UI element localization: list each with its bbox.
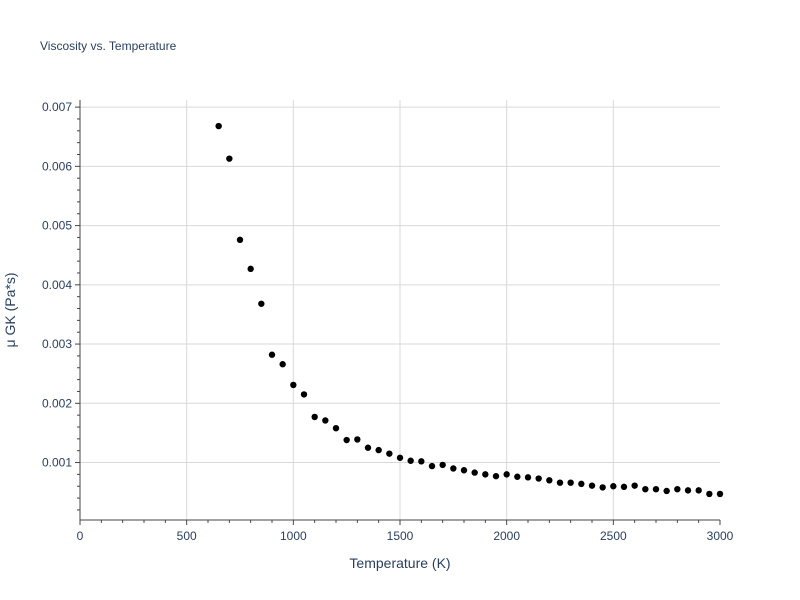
data-point: [290, 381, 297, 389]
grid: [80, 100, 720, 520]
data-point: [642, 485, 649, 493]
data-point: [364, 444, 372, 451]
data-point: [716, 490, 724, 498]
data-point: [546, 477, 553, 484]
data-point: [471, 469, 478, 476]
data-point: [588, 482, 596, 489]
data-point: [418, 458, 425, 465]
x-tick-label: 3000: [707, 529, 734, 543]
data-point: [652, 485, 660, 493]
data-point: [236, 236, 244, 244]
data-point: [492, 472, 500, 480]
data-point: [300, 391, 308, 398]
data-point: [375, 446, 382, 454]
data-point: [279, 361, 286, 368]
data-point: [514, 473, 521, 480]
data-point: [567, 479, 574, 486]
y-axis-title: μ GK (Pa*s): [2, 273, 18, 348]
data-point: [258, 300, 265, 307]
data-point: [332, 424, 340, 432]
chart-title: Viscosity vs. Temperature: [40, 39, 177, 53]
y-tick-label: 0.006: [42, 159, 72, 173]
data-point: [343, 436, 350, 444]
x-tick-label: 2500: [600, 529, 627, 543]
axes: 0 500 1000 1500 2000 2500 3000 0.001 0.002 0.003 0…: [42, 100, 734, 543]
data-point: [386, 450, 393, 457]
y-tick-label: 0.005: [42, 219, 72, 233]
y-tick-label: 0.002: [42, 396, 72, 410]
data-point: [354, 436, 361, 443]
data-point: [226, 155, 233, 162]
data-point: [482, 471, 489, 478]
data-point: [268, 351, 276, 358]
y-tick-label: 0.003: [42, 337, 72, 351]
data-point: [706, 490, 713, 498]
x-tick-label: 1000: [280, 529, 307, 543]
data-point: [322, 417, 329, 424]
data-point: [663, 487, 670, 495]
data-point: [407, 457, 414, 464]
data-point: [396, 454, 404, 461]
data-point: [439, 461, 446, 469]
data-point: [578, 480, 585, 488]
data-point: [535, 475, 542, 482]
data-point: [684, 487, 692, 494]
x-tick-label: 500: [177, 529, 197, 543]
data-point: [460, 467, 468, 474]
y-tick-label: 0.004: [42, 278, 72, 292]
x-tick-label: 1500: [387, 529, 414, 543]
y-tick-label: 0.001: [42, 456, 72, 470]
x-tick-label: 2000: [493, 529, 520, 543]
data-point: [503, 471, 510, 478]
data-point: [247, 265, 254, 273]
data-point: [428, 462, 436, 470]
data-point: [599, 484, 606, 491]
data-point: [556, 479, 564, 486]
data-point: [215, 122, 222, 130]
data-point: [450, 465, 457, 472]
data-point: [610, 483, 617, 490]
x-tick-label: 0: [77, 529, 84, 543]
x-axis-title: Temperature (K): [349, 555, 450, 571]
data-point: [674, 485, 681, 493]
data-point: [631, 482, 638, 489]
data-point: [695, 487, 702, 494]
y-tick-label: 0.007: [42, 100, 72, 114]
data-point: [620, 483, 628, 491]
data-points: [215, 122, 724, 498]
data-point: [311, 413, 318, 421]
data-point: [524, 474, 532, 481]
